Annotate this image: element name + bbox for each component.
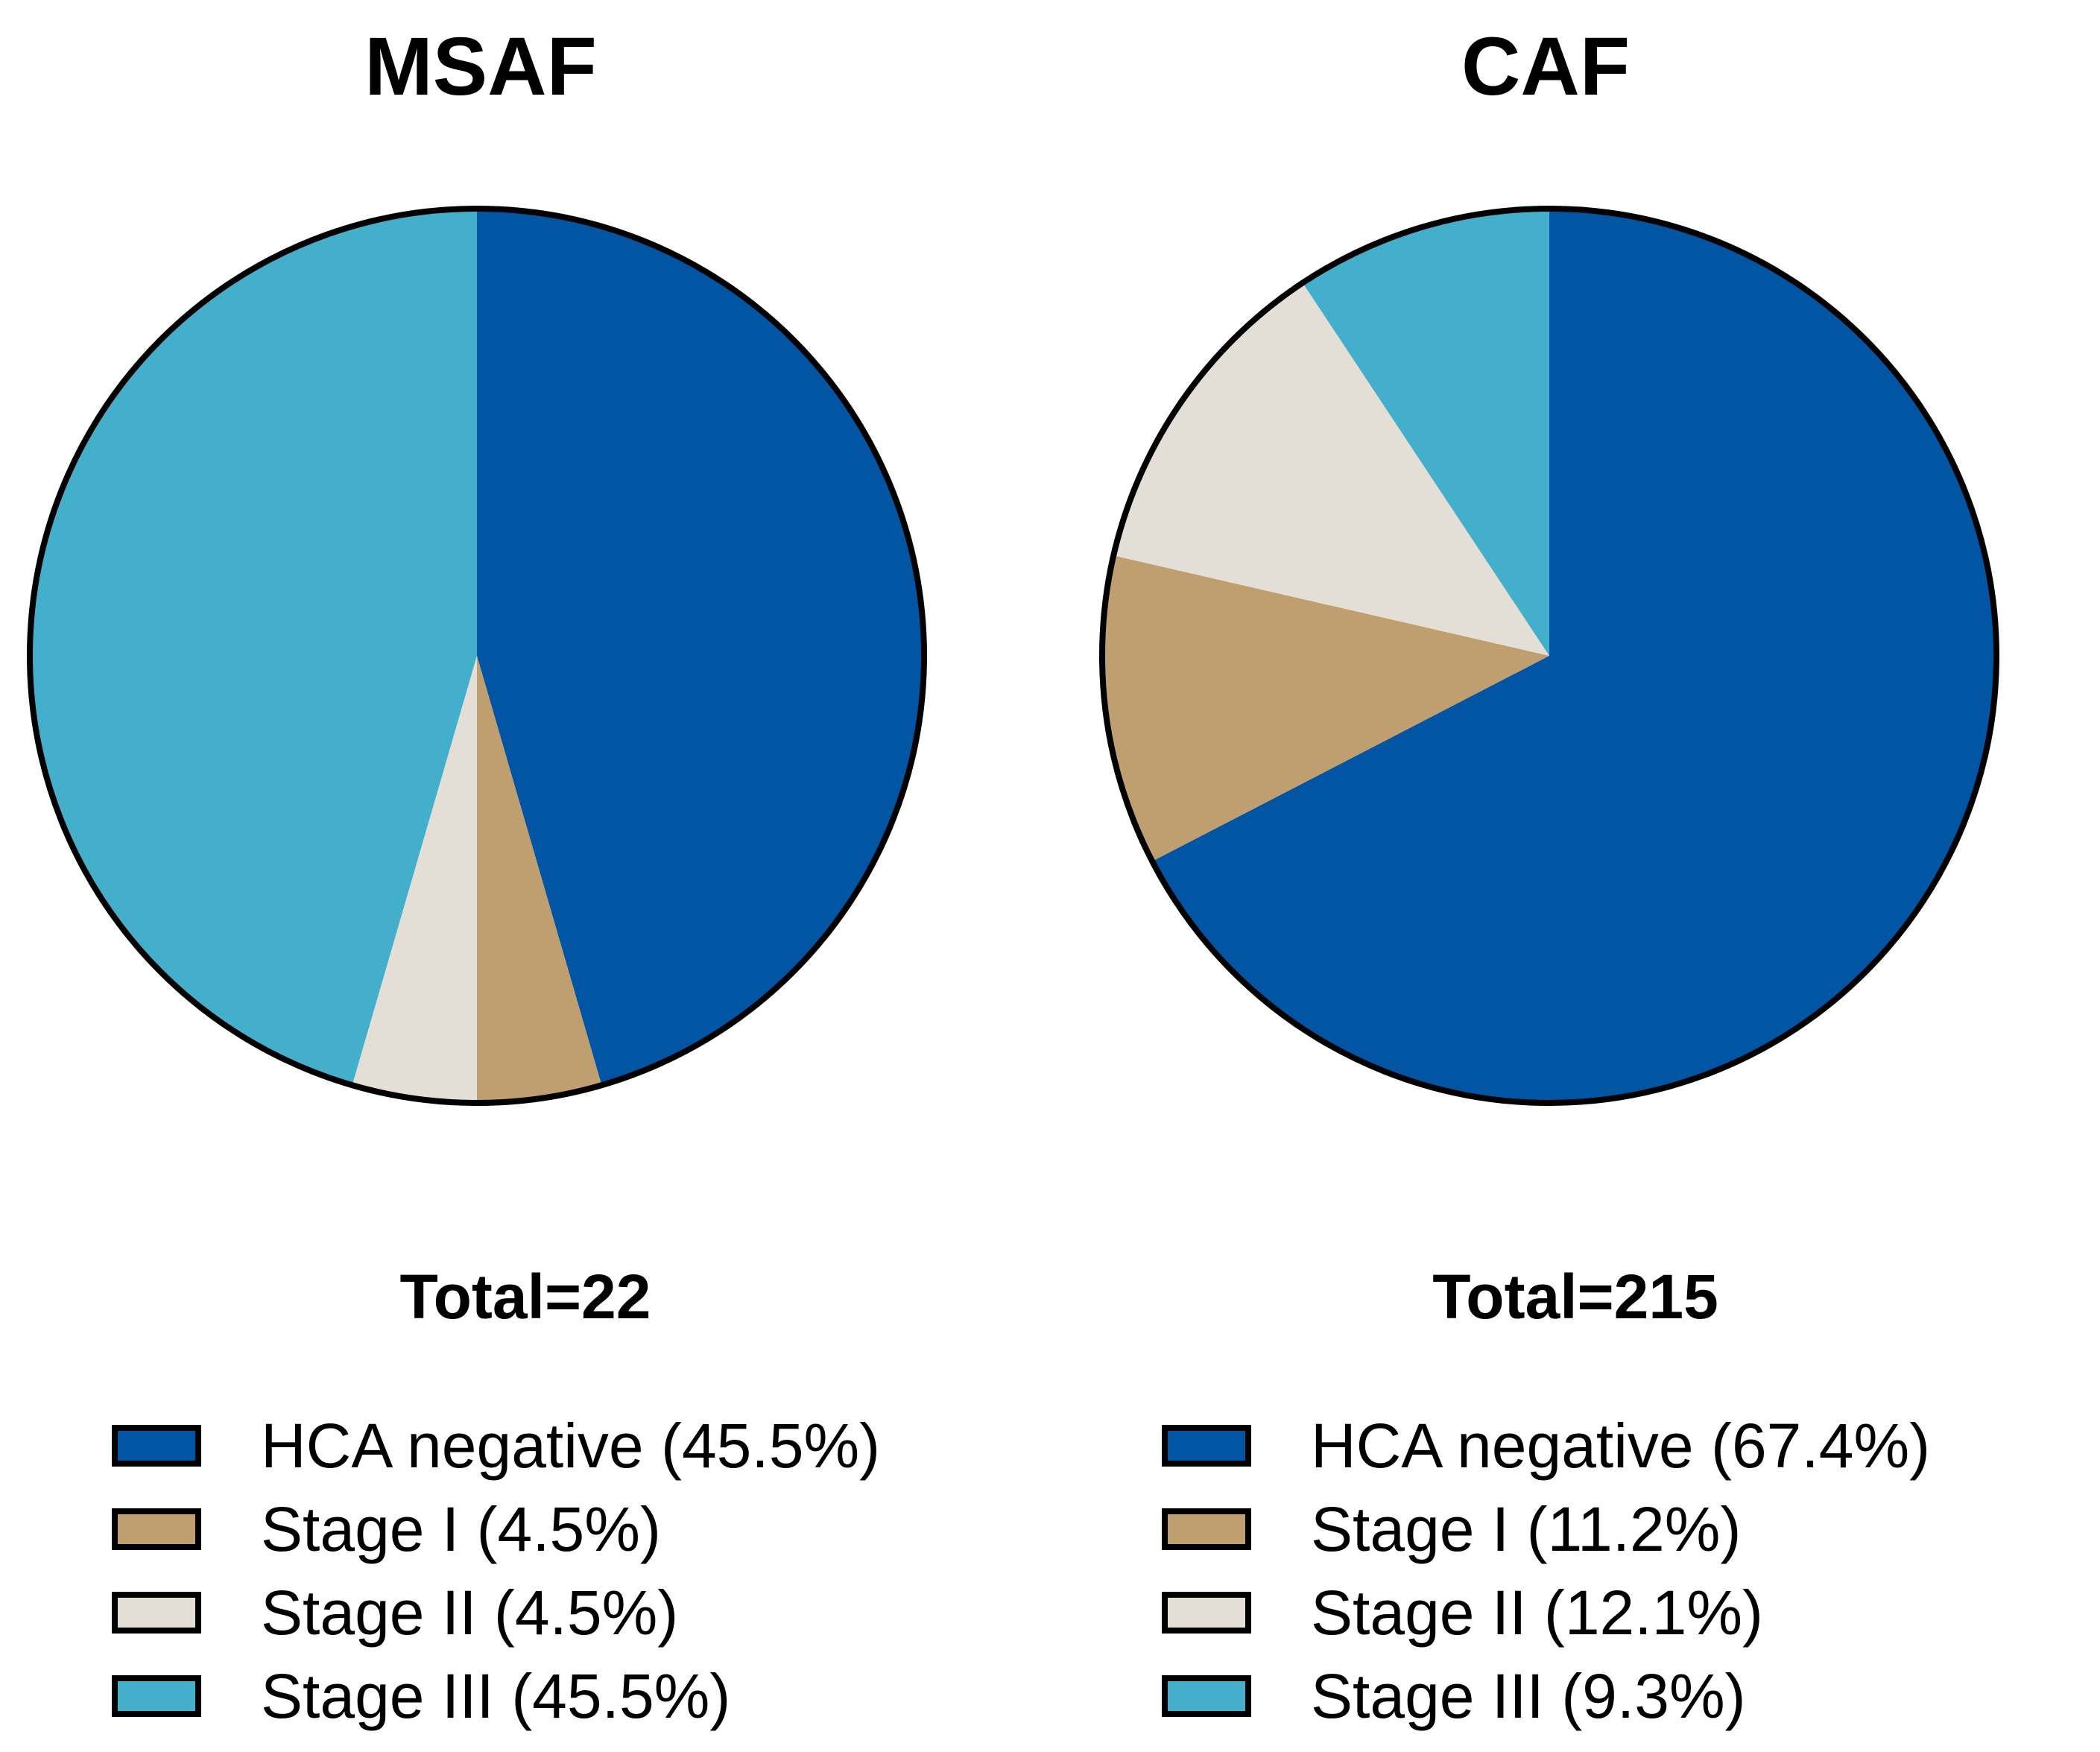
chart-title: MSAF [364, 21, 597, 113]
pie-slice [477, 656, 602, 1103]
legend-label: Stage I (11.2%) [1311, 1494, 1742, 1564]
legend-swatch [1162, 1675, 1251, 1717]
legend-swatch [1162, 1425, 1251, 1467]
legend-label: Stage II (4.5%) [261, 1578, 679, 1648]
pie-slice [352, 656, 477, 1103]
legend-label: Stage II (12.1%) [1311, 1578, 1763, 1648]
pie-slice [29, 209, 477, 1086]
pie-panel-msaf: MSAF Total=22 HCA negative (45.5%) Stage… [27, 21, 927, 1731]
legend-swatch [112, 1592, 201, 1634]
total-label: Total=22 [399, 1262, 651, 1332]
legend-swatch [1162, 1592, 1251, 1634]
legend-label: HCA negative (67.4%) [1311, 1411, 1931, 1481]
chart-title: CAF [1461, 21, 1631, 113]
pie-chart [1099, 206, 1999, 1106]
legend-label: Stage III (9.3%) [1311, 1661, 1746, 1731]
legend-swatch [112, 1425, 201, 1467]
pie-panel-caf: CAF Total=215 HCA negative (67.4%) Stage… [1050, 0, 2100, 1752]
legend-swatch [1162, 1508, 1251, 1550]
legend-label: HCA negative (45.5%) [261, 1411, 881, 1481]
legend-swatch [112, 1508, 201, 1550]
total-label: Total=215 [1432, 1262, 1718, 1332]
pie-outline [27, 206, 927, 1106]
pie-chart [27, 206, 927, 1106]
pie-slice [1303, 209, 1549, 656]
legend-swatch [112, 1675, 201, 1717]
pie-slice [1152, 209, 1996, 1104]
legend-label: Stage III (45.5%) [261, 1661, 731, 1731]
pie-slice [477, 209, 925, 1086]
pie-outline [1099, 206, 1999, 1106]
legend-label: Stage I (4.5%) [261, 1494, 661, 1564]
pie-slice [1113, 282, 1549, 656]
pie-slice [1102, 555, 1549, 861]
